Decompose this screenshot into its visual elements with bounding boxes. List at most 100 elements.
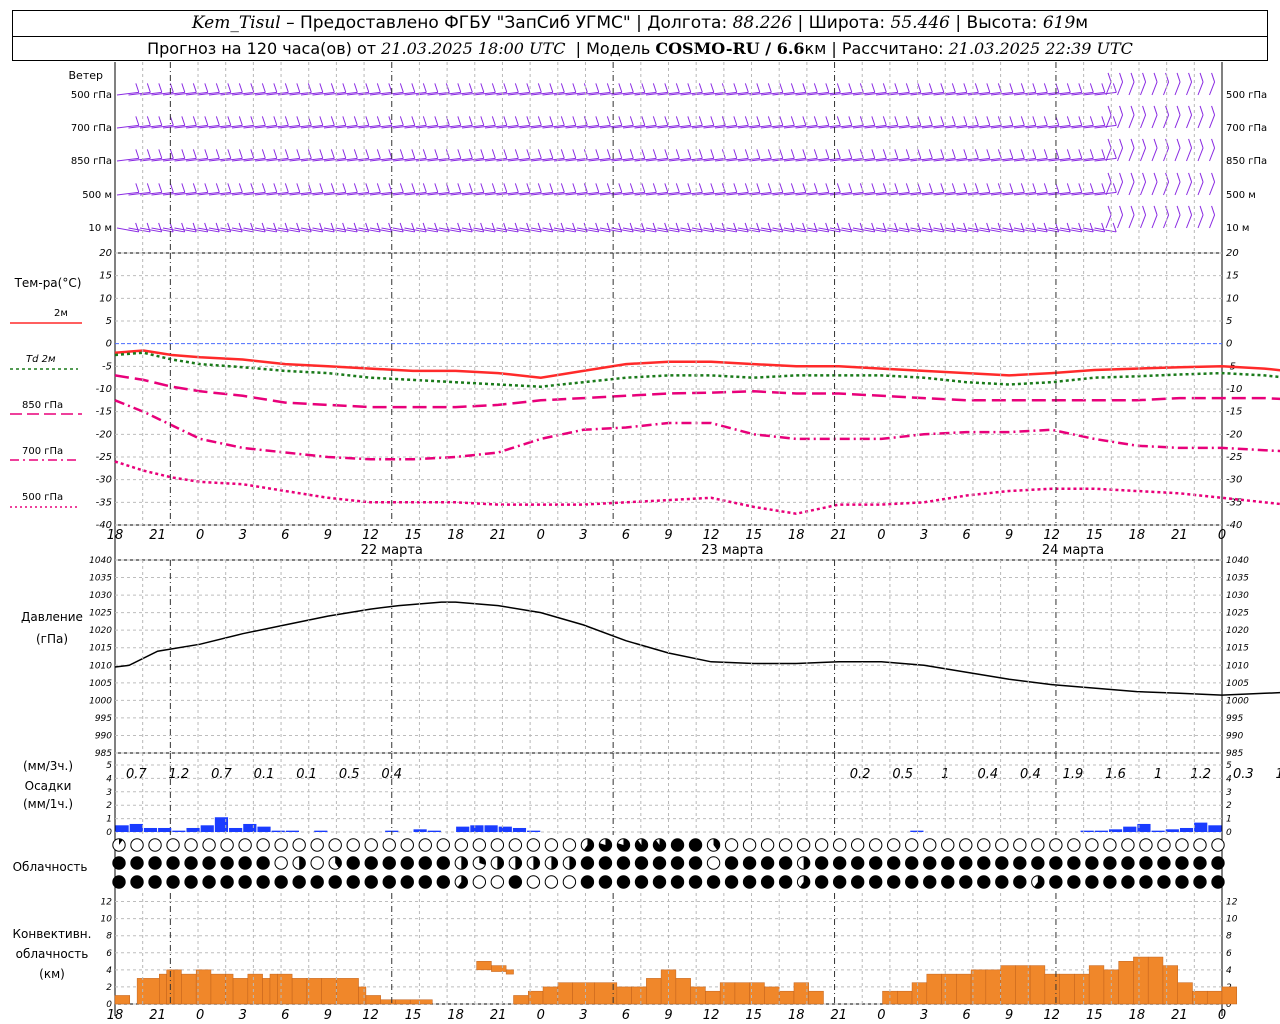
wind-barb (542, 91, 565, 96)
wind-barb-flag (744, 83, 749, 93)
wind-barb-flag (319, 83, 324, 93)
wind-barb-flag (629, 222, 634, 233)
wind-barb (634, 191, 657, 196)
wind-barb (887, 157, 910, 162)
wind-barb-flag (411, 149, 416, 159)
precip-tick-label: 2 (106, 801, 112, 811)
wind-barb (530, 227, 553, 233)
cloud-circle-overcast (977, 856, 991, 870)
legend-label-850: 850 гПа (22, 400, 63, 411)
wind-barb-flag (825, 83, 830, 93)
hour-label-bottom: 21 (490, 1008, 507, 1023)
wind-barb-flag (664, 116, 669, 126)
wind-barb (979, 227, 1002, 233)
wind-barb (990, 157, 1013, 162)
wind-barb-flag (721, 222, 726, 233)
wind-barb (956, 191, 979, 196)
wind-barb-flag (319, 222, 324, 233)
wind-barb (1036, 227, 1059, 233)
precip-bar (115, 825, 129, 832)
cloud-circle-overcast (688, 838, 703, 852)
wind-barb-flag (756, 116, 761, 126)
wind-barb (645, 157, 668, 162)
wind-barb (588, 227, 611, 233)
wind-barb-flag (1043, 149, 1048, 159)
convective-bar (572, 982, 595, 1005)
wind-barb-flag (480, 116, 485, 126)
wind-barb (254, 191, 277, 196)
wind-level-label-right: 850 гПа (1226, 156, 1267, 167)
wind-barb-flag (1089, 149, 1094, 159)
wind-barb-flag (227, 83, 232, 93)
wind-barb-flag (376, 116, 381, 126)
wind-barb-flag (1107, 72, 1112, 83)
wind-barb (542, 157, 565, 162)
wind-barb (933, 227, 956, 233)
wind-barb (1163, 214, 1170, 229)
hour-label: 18 (1129, 528, 1146, 543)
wind-barb-flag (434, 116, 439, 126)
wind-barb (599, 157, 622, 162)
wind-barb (921, 124, 944, 129)
wind-barb-flag (940, 183, 945, 193)
precip-bar (427, 830, 441, 832)
wind-barb-flag (825, 222, 830, 233)
pressure-tick-label-right: 1020 (1226, 626, 1249, 636)
wind-barb-flag (1188, 72, 1193, 83)
wind-barb-flag (974, 83, 979, 93)
cloud-circle-overcast (1121, 875, 1135, 889)
wind-barb-flag (1066, 183, 1071, 193)
wind-barb (128, 91, 151, 96)
wind-barb (289, 157, 312, 162)
wind-barb-flag (905, 183, 910, 193)
hour-label-bottom: 0 (196, 1008, 204, 1023)
wind-barb-flag (756, 222, 761, 233)
wind-barb (1117, 114, 1124, 129)
cloud-circle-clear (292, 838, 306, 852)
wind-barb (369, 191, 392, 196)
wind-barb (760, 124, 783, 129)
pressure-tick-label: 1000 (89, 696, 112, 706)
wind-barb (461, 91, 484, 96)
wind-barb (967, 227, 990, 233)
wind-barb (749, 91, 772, 96)
temperature-title: Тем-ра(°C) (14, 276, 82, 290)
wind-barb (714, 124, 737, 129)
wind-barb (162, 157, 185, 162)
cloud-circle-overcast (923, 856, 937, 870)
precip-title: Осадки (25, 779, 72, 793)
wind-barb (921, 191, 944, 196)
cloud-circle-clear (1157, 838, 1171, 852)
wind-barb-flag (1101, 116, 1106, 126)
wind-barb (438, 157, 461, 162)
model-unit: км (804, 39, 827, 58)
cloud-circle-fill (799, 875, 810, 889)
cloud-circle-overcast (778, 875, 793, 889)
cloud-circle-overcast (346, 875, 360, 889)
wind-barb (887, 191, 910, 196)
wind-barb-flag (664, 149, 669, 159)
wind-barb-flag (1130, 72, 1135, 83)
wind-barb-flag (756, 83, 761, 93)
cloud-circle-overcast (1211, 875, 1225, 889)
wind-barb-flag (1176, 172, 1181, 183)
wind-barb-flag (595, 83, 600, 93)
cloud-circle-fill (457, 875, 468, 889)
wind-barb (841, 227, 864, 233)
wind-barb (496, 91, 519, 96)
wind-barb (1163, 81, 1170, 96)
cloud-circle-overcast (400, 875, 414, 889)
cloud-circle-overcast (941, 856, 955, 870)
wind-barb (956, 124, 979, 129)
wind-barb-flag (1112, 222, 1117, 233)
cloud-circle-overcast (670, 856, 685, 870)
wind-barb-flag (399, 222, 404, 233)
title-bar: Kem_Tisul – Предоставлено ФГБУ "ЗапСиб У… (12, 10, 1268, 36)
wind-barb-flag (779, 149, 784, 159)
pressure-tick-label: 1020 (89, 626, 112, 636)
wind-barb (990, 91, 1013, 96)
wind-barb (737, 124, 760, 129)
cloud-circle-overcast (959, 856, 973, 870)
wind-barb (254, 227, 277, 233)
